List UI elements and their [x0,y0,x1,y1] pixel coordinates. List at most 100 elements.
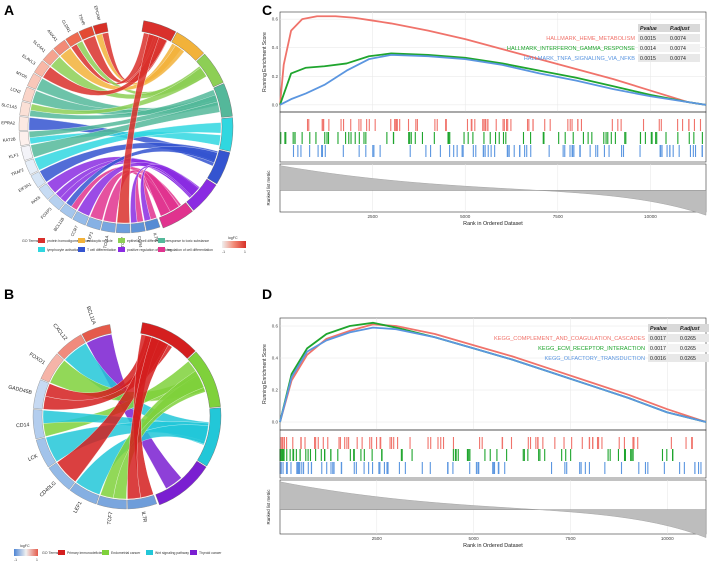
chord-term-segment [197,407,222,467]
x-tick-label: 5000 [460,214,471,219]
x-tick-label: 2500 [367,214,378,219]
legend-label: Endometrial cancer [111,551,141,555]
chord-gene-segment [130,221,146,234]
chord-gene-label: EPCAM [93,5,102,21]
chord-term-segment [196,53,224,88]
legend-label: Primary immunodeficiency [67,551,107,555]
legend-title: GO Terms [22,239,39,243]
legend-swatch [78,247,85,252]
chord-gene-label: CCR7 [70,224,80,237]
gsea-plot-D: 0.0 0.2 0.4 0.6 Pvalue P.adjust KEGG_COMPLEMEN… [262,317,709,549]
chord-gene-label: GADD45B [7,384,32,396]
chord-gene-label: LCN2 [10,86,22,94]
chord-gene-segment [38,183,55,200]
table-pvalue: 0.0017 [650,346,666,352]
chord-gene-label: ANXA1 [46,28,59,42]
es-panel-frame [279,317,707,431]
scale-bar [14,549,38,556]
legend-swatch [58,550,65,555]
table-padjust: 0.0074 [670,46,686,52]
scale-title: logFC [20,544,30,548]
table-header-pvalue: Pvalue [640,26,657,32]
legend-label: endocytic vesicle [87,239,113,243]
chord-term-segment [219,117,234,152]
x-axis-label: Rank in Ordered Dataset [463,221,523,227]
chord-gene-label: CCR4 [137,236,143,249]
chord-ribbon [50,56,206,99]
legend-label: Wnt signaling pathway [155,551,189,555]
chord-gene-segment [42,49,60,66]
legend-label: positive regulation of cytokine [127,248,172,252]
table-header-pvalue: Pvalue [650,326,667,332]
legend-label: protein homooligomerization [47,239,90,243]
chord-gene-segment [18,131,30,146]
y-tick-label: 0.2 [272,388,279,393]
chord-ribbon [116,33,160,224]
chord-gene-label: KAT2B [2,136,16,142]
hit-row-bg [280,145,706,158]
chord-gene-segment [22,86,36,103]
chord-term-segment [155,460,207,506]
series-label: KEGG_OLFACTORY_TRANSDUCTION [544,356,645,362]
chord-diagram-B: BCL11A CXCL12 FOXO1 GADD45B CD14 LCK CD40LG LEF… [7,306,222,562]
chord-gene-segment [33,60,50,78]
chord-gene-label: LEF1 [73,500,84,514]
chord-gene-segment [40,353,64,383]
chord-ribbon [28,94,219,138]
y-axis-label: Running Enrichment Score [262,32,268,92]
es-curve [279,53,707,106]
chord-gene-segment [33,379,49,410]
legend-label: T cell differentiation [87,248,116,252]
chord-gene-segment [86,217,103,231]
chord-gene-label: CLDN1 [61,19,73,34]
y-tick-label: 0.6 [272,324,279,329]
panel-letter-b: B [4,286,15,302]
chord-gene-label: IL7R [140,511,148,523]
chord-term-segment [140,322,196,359]
chord-gene-segment [127,495,158,510]
table-row-bg [638,34,700,42]
legend-swatch [158,247,165,252]
table-pvalue: 0.0015 [640,56,656,62]
x-tick-label: 10000 [644,214,657,219]
es-curve [279,15,707,106]
table-row-bg [638,54,700,62]
table-row-bg [648,334,709,342]
chord-ribbon [30,67,207,115]
chord-gene-segment [81,324,112,343]
chord-gene-label: CD14 [16,422,30,429]
chord-gene-segment [57,334,86,360]
chord-gene-label: PAX6 [30,194,42,205]
scale-min: -1 [222,250,225,254]
chord-ribbon [34,122,222,171]
x-tick-label: 7500 [553,214,564,219]
table-header-bg [638,24,700,32]
chord-gene-segment [92,22,109,35]
x-axis-label: Rank in Ordered Dataset [463,543,523,549]
x-tick-label: 5000 [469,536,480,541]
es-curve [279,326,707,423]
chord-gene-segment [97,495,127,510]
chord-gene-label: FOXP3 [40,206,53,220]
table-padjust: 0.0074 [670,36,686,42]
chord-gene-segment [32,409,45,440]
chord-gene-label: TSHR [77,13,86,25]
x-tick-label: 10000 [661,536,674,541]
chord-gene-label: ELAVL3 [21,53,37,66]
gsea-plot-C: 0.0 0.2 0.4 0.6 Pvalue P.adjust HALLMARK_HEME_… [262,11,707,227]
table-row-bg [648,344,709,352]
legend-swatch [190,550,197,555]
chord-gene-label: EPRA2 [1,120,16,125]
chord-gene-segment [18,116,29,131]
chord-gene-segment [24,158,39,175]
chord-gene-label: TCL1A [102,235,109,249]
table-padjust: 0.0265 [680,336,696,342]
hit-panel-frame [279,429,707,479]
chord-term-segment [159,202,193,229]
hit-row-bg [280,437,706,450]
chord-gene-label: CXCL12 [51,323,68,342]
legend-swatch [38,238,45,243]
scale-title: logFC [228,236,238,240]
legend-swatch [38,247,45,252]
